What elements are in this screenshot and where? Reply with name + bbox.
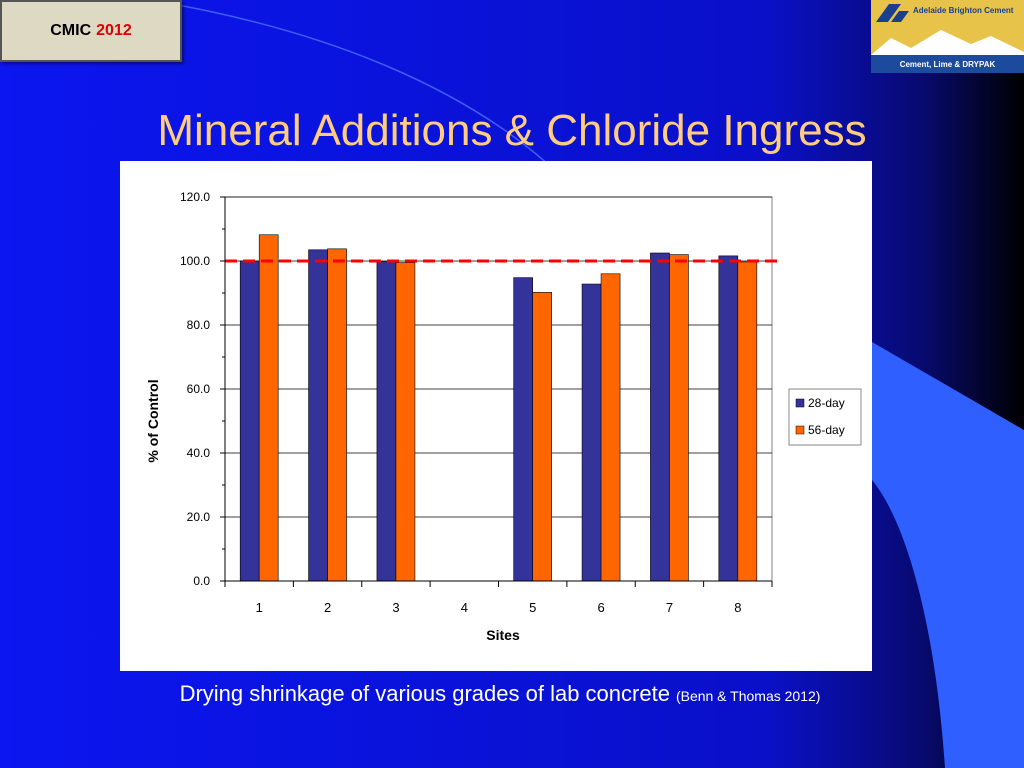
y-tick-label: 60.0 (187, 382, 211, 396)
logo-graphic (871, 4, 1024, 55)
x-axis-title: Sites (486, 627, 520, 643)
badge-year: 2012 (96, 22, 132, 39)
bar-56-day-site-7 (669, 254, 689, 582)
legend-label-28-day: 28-day (808, 396, 845, 410)
bars-layer (239, 234, 758, 582)
bar-28-day-site-2 (308, 249, 328, 582)
company-logo: Adelaide Brighton Cement Cement, Lime & … (871, 0, 1024, 73)
logo-top-text: Adelaide Brighton Cement (913, 6, 1014, 15)
bar-28-day-site-7 (650, 252, 670, 582)
chart-panel: 0.0 20.0 40.0 60.0 80.0 100.0 120.0 1 2 3 4 5 6 7 8 % … (120, 161, 872, 671)
bar-56-day-site-1 (258, 234, 279, 582)
caption-citation: (Benn & Thomas 2012) (675, 688, 821, 704)
x-tick-label-3: 3 (392, 600, 399, 615)
event-badge: CMIC 2012 (0, 0, 182, 62)
y-tick-label: 100.0 (180, 254, 210, 268)
bar-56-day-site-8 (737, 261, 758, 582)
legend-swatch-28-day (795, 398, 805, 408)
y-tick-label: 80.0 (187, 318, 211, 332)
legend-box (788, 388, 862, 446)
chart-legend: 28-day 56-day (788, 388, 862, 446)
x-tick-label-6: 6 (597, 600, 604, 615)
bar-28-day-site-3 (376, 261, 397, 582)
y-axis-title: % of Control (145, 379, 161, 462)
bar-56-day-site-6 (600, 273, 621, 582)
bar-28-day-site-8 (718, 255, 739, 582)
bar-56-day-site-5 (532, 292, 552, 582)
y-tick-label: 0.0 (193, 574, 210, 588)
bar-chart: 0.0 20.0 40.0 60.0 80.0 100.0 120.0 1 2 3 4 5 6 7 8 % … (145, 190, 862, 643)
bar-28-day-site-1 (239, 260, 260, 582)
x-tick-label-2: 2 (324, 600, 331, 615)
x-tick-label-1: 1 (256, 600, 263, 615)
caption-text: Drying shrinkage of various grades of la… (179, 681, 670, 706)
x-tick-label-7: 7 (666, 600, 673, 615)
grid-layer (224, 196, 773, 582)
legend-swatch-56-day (795, 425, 805, 435)
logo-bottom-text: Cement, Lime & DRYPAK (871, 55, 1024, 73)
x-tick-label-4: 4 (461, 600, 468, 615)
y-tick-label: 40.0 (187, 446, 211, 460)
badge-text: CMIC (50, 22, 92, 39)
bar-28-day-site-5 (513, 277, 533, 582)
slide-title: Mineral Additions & Chloride Ingress (157, 106, 867, 155)
x-tick-label-8: 8 (734, 600, 741, 615)
slide-caption: Drying shrinkage of various grades of la… (0, 681, 1000, 707)
y-tick-label: 20.0 (187, 510, 211, 524)
x-tick-label-5: 5 (529, 600, 536, 615)
bar-56-day-site-3 (395, 262, 416, 582)
bar-28-day-site-6 (581, 283, 602, 582)
legend-label-56-day: 56-day (808, 423, 845, 437)
bar-56-day-site-2 (327, 248, 347, 582)
axes-layer: 0.0 20.0 40.0 60.0 80.0 100.0 120.0 1 2 3 4 5 6 7 8 (180, 190, 773, 615)
y-tick-label: 120.0 (180, 190, 210, 204)
